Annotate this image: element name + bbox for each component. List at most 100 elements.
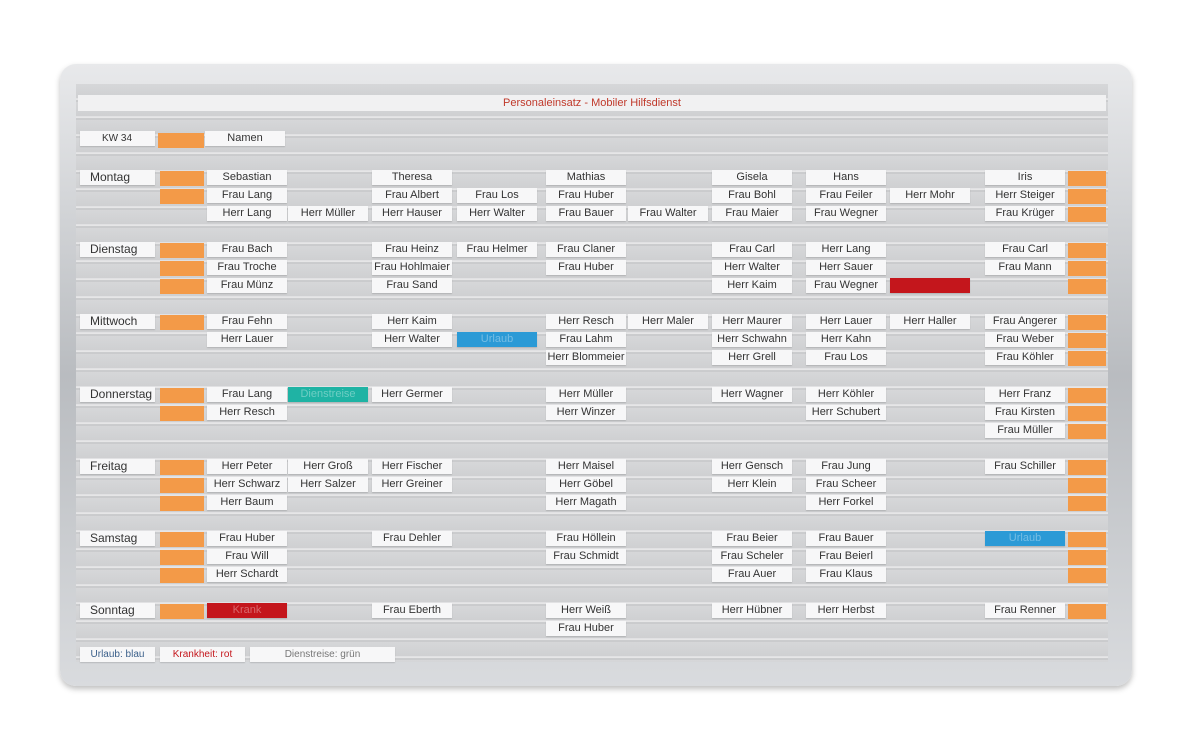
name-card: Frau Bach (207, 242, 287, 258)
name-card: Herr Köhler (806, 386, 886, 402)
name-card: Herr Baum (207, 494, 287, 510)
orange-tab (1068, 171, 1106, 186)
name-card: Herr Walter (457, 206, 537, 221)
day-label: Freitag (80, 458, 155, 474)
name-card: Frau Albert (372, 188, 452, 203)
name-card: Herr Müller (288, 206, 368, 221)
name-card: Frau Müller (985, 422, 1065, 438)
name-card: Frau Beierl (806, 549, 886, 564)
name-card: Frau Weber (985, 332, 1065, 348)
status-card (890, 278, 970, 294)
name-card: Herr Lang (207, 206, 287, 221)
name-card: Herr Schwarz (207, 476, 287, 492)
name-card: Frau Feiler (806, 188, 886, 203)
day-label: Samstag (80, 531, 155, 546)
name-card: Frau Lang (207, 188, 287, 203)
name-card: Herr Hauser (372, 206, 452, 221)
name-card: Frau Dehler (372, 531, 452, 546)
orange-tab (1068, 279, 1106, 295)
orange-tab (1068, 261, 1106, 277)
name-card: Herr Kaim (712, 278, 792, 294)
orange-tab (1068, 459, 1106, 475)
week-card: KW 34 (80, 131, 155, 146)
name-card: Gisela (712, 170, 792, 185)
name-card: Frau Helmer (457, 242, 537, 258)
name-card: Frau Jung (806, 458, 886, 474)
legend-card: Krankheit: rot (160, 647, 245, 662)
name-card: Herr Winzer (546, 404, 626, 420)
orange-tab (1068, 189, 1106, 204)
name-card: Herr Walter (372, 332, 452, 348)
status-card: Urlaub (985, 531, 1065, 546)
day-label: Sonntag (80, 603, 155, 619)
name-card: Herr Greiner (372, 476, 452, 492)
name-card: Frau Eberth (372, 603, 452, 619)
name-card: Herr Lauer (207, 332, 287, 348)
name-card: Mathias (546, 170, 626, 185)
status-card: Krank (207, 603, 287, 619)
name-card: Frau Scheler (712, 549, 792, 564)
orange-tab (160, 477, 204, 493)
name-card: Herr Sauer (806, 260, 886, 276)
name-card: Herr Peter (207, 458, 287, 474)
name-card: Frau Kirsten (985, 404, 1065, 420)
name-card: Frau Sand (372, 278, 452, 294)
orange-tab (158, 133, 204, 148)
name-card: Frau Höllein (546, 531, 626, 546)
name-card: Frau Wegner (806, 278, 886, 294)
orange-tab (1068, 495, 1106, 511)
name-card: Frau Los (806, 350, 886, 366)
name-card: Frau Angerer (985, 314, 1065, 330)
orange-tab (160, 243, 204, 259)
name-card: Theresa (372, 170, 452, 185)
name-card: Frau Lang (207, 386, 287, 402)
orange-tab (1068, 550, 1106, 565)
orange-tab (1068, 477, 1106, 493)
name-card: Herr Resch (207, 404, 287, 420)
name-card: Frau Klaus (806, 567, 886, 582)
orange-tab (1068, 387, 1106, 403)
day-label: Mittwoch (80, 314, 155, 330)
name-card: Frau Heinz (372, 242, 452, 258)
name-card: Herr Blommeier (546, 350, 626, 366)
status-card: Urlaub (457, 332, 537, 348)
name-card: Frau Bohl (712, 188, 792, 203)
names-card: Namen (205, 131, 285, 146)
name-card: Sebastian (207, 170, 287, 185)
name-card: Frau Scheer (806, 476, 886, 492)
name-card: Frau Carl (985, 242, 1065, 258)
name-card: Herr Kahn (806, 332, 886, 348)
legend-card: Urlaub: blau (80, 647, 155, 662)
name-card: Frau Fehn (207, 314, 287, 330)
day-label: Donnerstag (80, 386, 155, 402)
name-card: Frau Münz (207, 278, 287, 294)
name-card: Frau Auer (712, 567, 792, 582)
name-card: Frau Huber (546, 260, 626, 276)
orange-tab (1068, 423, 1106, 439)
name-card: Frau Huber (546, 621, 626, 637)
name-card: Herr Haller (890, 314, 970, 330)
name-card: Frau Maier (712, 206, 792, 221)
name-card: Herr Müller (546, 386, 626, 402)
name-card: Frau Schmidt (546, 549, 626, 564)
name-card: Frau Huber (207, 531, 287, 546)
legend-card: Dienstreise: grün (250, 647, 395, 662)
orange-tab (160, 171, 204, 186)
orange-tab (1068, 532, 1106, 547)
name-card: Hans (806, 170, 886, 185)
orange-tab (1068, 405, 1106, 421)
name-card: Frau Krüger (985, 206, 1065, 221)
orange-tab (1068, 315, 1106, 331)
name-card: Herr Walter (712, 260, 792, 276)
name-card: Frau Los (457, 188, 537, 203)
orange-tab (160, 261, 204, 277)
name-card: Frau Bauer (806, 531, 886, 546)
orange-tab (160, 568, 204, 583)
name-card: Frau Bauer (546, 206, 626, 221)
name-card: Frau Wegner (806, 206, 886, 221)
name-card: Frau Huber (546, 188, 626, 203)
name-card: Herr Magath (546, 494, 626, 510)
orange-tab (1068, 207, 1106, 222)
name-card: Frau Köhler (985, 350, 1065, 366)
